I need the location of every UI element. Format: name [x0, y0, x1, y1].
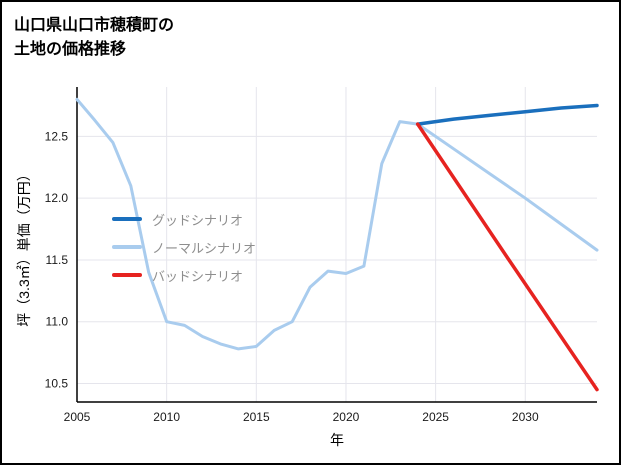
y-tick-label: 11.5: [46, 253, 69, 267]
y-axis-label: 坪（3.3㎡）単価（万円）: [16, 167, 32, 327]
series-good-scenario: [415, 103, 599, 126]
legend-item-normal: ノーマルシナリオ: [112, 233, 256, 261]
legend-swatch-normal: [112, 245, 142, 249]
legend-label-normal: ノーマルシナリオ: [152, 240, 257, 256]
x-tick-label: 2010: [153, 410, 180, 424]
legend-label-bad: バッドシナリオ: [152, 268, 244, 284]
y-tick-label: 10.5: [45, 376, 69, 390]
series-history: [75, 97, 420, 351]
chart-title-line2: 土地の価格推移: [14, 41, 127, 58]
series-normal-scenario: [416, 122, 599, 252]
x-tick-label: 2020: [333, 410, 360, 424]
legend-label-good: グッドシナリオ: [152, 212, 244, 228]
x-tick-label: 2015: [243, 410, 270, 424]
legend-item-good: グッドシナリオ: [112, 205, 256, 233]
x-axis-label: 年: [330, 432, 344, 448]
legend-item-bad: バッドシナリオ: [112, 261, 256, 289]
x-tick-label: 2005: [64, 410, 91, 424]
chart-title-line1: 山口県山口市穂積町の: [14, 17, 175, 34]
legend-swatch-good: [112, 217, 142, 221]
legend-swatch-bad: [112, 273, 142, 277]
y-tick-label: 12.5: [45, 129, 69, 143]
x-tick-label: 2030: [512, 410, 539, 424]
x-tick-label: 2025: [422, 410, 449, 424]
legend: グッドシナリオ ノーマルシナリオ バッドシナリオ: [112, 205, 256, 289]
y-tick-label: 11.0: [46, 315, 69, 329]
y-tick-label: 12.0: [45, 191, 69, 205]
chart-title: 山口県山口市穂積町の 土地の価格推移: [14, 14, 174, 62]
series-bad-scenario: [415, 122, 599, 392]
